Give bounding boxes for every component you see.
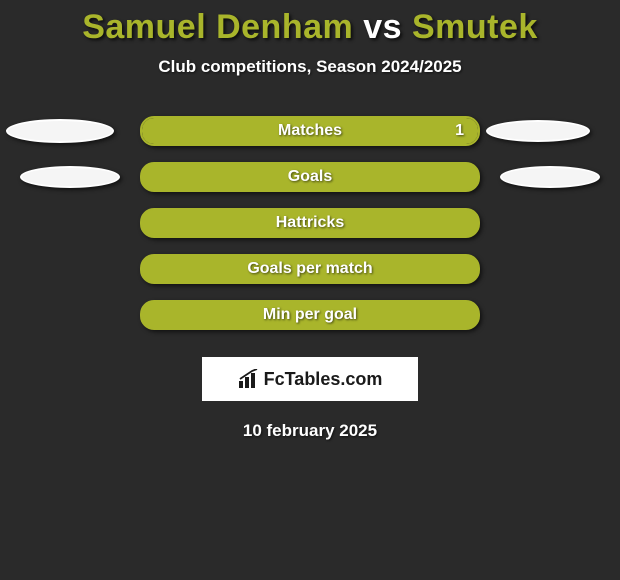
logo: FcTables.com xyxy=(238,369,383,390)
logo-box: FcTables.com xyxy=(202,357,418,401)
stat-row: Goals per match xyxy=(0,253,620,285)
stat-label: Min per goal xyxy=(263,306,357,324)
stat-bar: Matches 1 xyxy=(140,116,480,146)
date-text: 10 february 2025 xyxy=(0,421,620,441)
stat-bar: Goals xyxy=(140,162,480,192)
player1-name: Samuel Denham xyxy=(82,8,353,46)
vs-text: vs xyxy=(363,8,402,46)
stat-bar: Goals per match xyxy=(140,254,480,284)
stat-row: Matches 1 xyxy=(0,115,620,147)
stat-row: Min per goal xyxy=(0,299,620,331)
ellipse-right xyxy=(486,120,590,142)
ellipse-left xyxy=(20,166,120,188)
subtitle: Club competitions, Season 2024/2025 xyxy=(0,57,620,77)
stat-row: Hattricks xyxy=(0,207,620,239)
stat-label: Hattricks xyxy=(276,214,344,232)
ellipse-right xyxy=(500,166,600,188)
stat-label: Goals xyxy=(288,168,332,186)
chart-icon xyxy=(238,369,260,389)
stat-value-right: 1 xyxy=(455,122,464,140)
stats-rows: Matches 1 Goals Hattricks Goals per match Min… xyxy=(0,115,620,331)
title: Samuel Denham vs Smutek xyxy=(0,8,620,47)
player2-name: Smutek xyxy=(412,8,538,46)
stat-bar: Min per goal xyxy=(140,300,480,330)
stat-bar: Hattricks xyxy=(140,208,480,238)
stat-label: Matches xyxy=(278,122,342,140)
stat-label: Goals per match xyxy=(247,260,372,278)
infographic-container: Samuel Denham vs Smutek Club competition… xyxy=(0,0,620,441)
stat-row: Goals xyxy=(0,161,620,193)
ellipse-left xyxy=(6,119,114,143)
logo-text: FcTables.com xyxy=(264,369,383,390)
